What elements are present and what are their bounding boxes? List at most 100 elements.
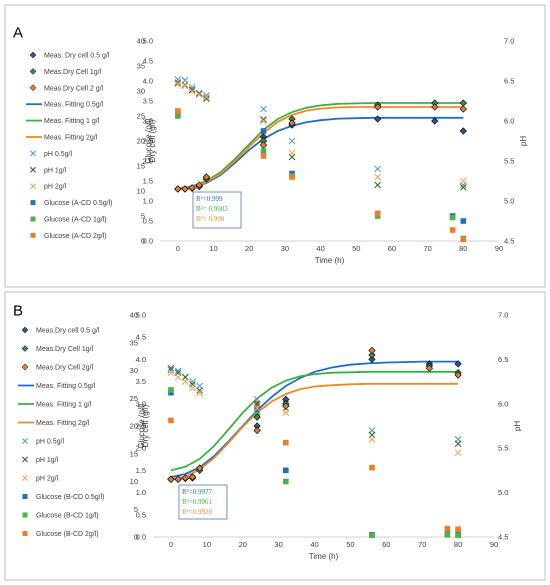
panel-a-legend-item-ph-2g-l-marker <box>30 183 36 190</box>
panel-b-legend-item-glucose-b-cd-0-5g-l-marker <box>22 494 28 499</box>
panel-b-legend-item-ph-2g-l: pH 2g/l <box>22 475 59 483</box>
panel-b-glucose-b-cd-2g-l-point-0 <box>168 417 174 424</box>
panel-b-glucose-b-cd-1g-l-point-0 <box>168 387 174 393</box>
panel-a-r2-frame <box>192 191 242 229</box>
panel-b-drycell-tick-1-5: 1.5 <box>136 466 146 475</box>
panel-a-x-tick-50: 50 <box>352 244 360 253</box>
panel-b-legend-item-meas-dry-cell-0-5-g-l-label: Meas.Dry cell 0.5 g/l <box>36 328 100 335</box>
panel-a-legend-item-meas-fitting-0-5g-l: Meas. Fitting 0.5g/l <box>26 102 104 109</box>
panel-b-meas-dry-cell-2g-l-point-9 <box>454 371 462 379</box>
panel-a-legend-item-meas-dry-cell-1g-l-label: Meas.Dry Cell 1g/l <box>44 69 102 76</box>
panel-a-ph-2g-l-point-0 <box>174 80 182 88</box>
panel-b-r2-box: R²=0.9977 R²=0.9961 R²=0.9928 <box>178 484 228 520</box>
panel-b-x-tick-40: 40 <box>310 540 318 549</box>
panel-a-meas-fitting-1-g-l-line <box>177 102 464 190</box>
panel-b-drycell-tick-1-0: 1.0 <box>136 488 146 497</box>
panel-a-legend-item-glucose-a-cd-1g-l-label: Glucose (A-CD 1g/l) <box>44 217 107 224</box>
panel-a-glucose-a-cd-0-5g-l-point-5 <box>460 218 467 224</box>
panel-b-legend-item-meas-fitting-2g-l-label: Meas. Fitting 2g/l <box>36 420 90 427</box>
panel-b-glucose-tick-30: 30 <box>130 366 138 375</box>
panel-a-drycell-tick-4-5: 4.5 <box>143 57 153 66</box>
panel-b-legend-item-glucose-b-cd-2g-l-marker <box>22 531 28 536</box>
panel-b-legend-item-meas-dry-cell-2g-l: Meas.Dry Cell 2g/l <box>21 363 94 372</box>
panel-a-ph-1g-l-point-3 <box>195 90 203 98</box>
panel-b-glucose-tick-5: 5 <box>134 505 138 514</box>
panel-a-glucose-tick-25: 25 <box>137 112 145 121</box>
panel-a-ph-0-5g-l-point-1 <box>181 76 189 84</box>
panel-b-ph-tick-5-5: 5.5 <box>498 444 508 453</box>
panel-a-ph-1g-l-point-2 <box>188 86 196 94</box>
panel-b-glucose-b-cd-1g-l-point-4 <box>444 531 451 538</box>
panel-a-legend-item-glucose-a-cd-1g-l-marker <box>30 216 36 222</box>
panel-b-x-tick-80: 80 <box>454 540 462 549</box>
panel-b-drycell-tick-4-5: 4.5 <box>136 333 146 342</box>
panel-b-r2-frame <box>178 484 228 520</box>
panel-a-legend-item-meas-fitting-2g-l: Meas. Fitting 2g/l <box>26 135 98 142</box>
panel-a-x-tick-0: 0 <box>176 244 180 253</box>
panel-b-legend-item-glucose-b-cd-1g-l: Glucose (B-CD 1g/l) <box>22 512 99 520</box>
panel-a-ph-0-5g-l-point-4 <box>203 92 210 99</box>
panel-b-ph-2g-l-series <box>167 369 462 457</box>
panel-b: B 0 10 20 30 40 50 60 70 80 90 Time (h) 0 5 10 15 20 25 30… <box>4 291 546 581</box>
panel-a-legend-item-meas-fitting-1-g-l-label: Meas. Fitting 1 g/l <box>44 118 100 125</box>
panel-b-ph-tick-6-5: 6.5 <box>498 355 508 364</box>
panel-a-ph-tick-6-5: 6.5 <box>504 77 514 86</box>
panel-b-glucose-b-cd-2g-l-point-3 <box>369 464 375 471</box>
panel-b-glucose-b-cd-2g-l-point-5 <box>455 526 461 533</box>
panel-a-legend-item-glucose-a-cd-2g-l-marker <box>30 232 36 238</box>
panel-b-ph-2g-l-point-3 <box>189 384 196 392</box>
panel-a-legend-item-ph-0-5g-l-label: pH 0.5g/l <box>44 151 72 158</box>
panel-a-glucose-tick-10: 10 <box>137 187 145 196</box>
panel-b-meas-fitting-2g-l-line <box>170 382 459 481</box>
panel-a-ph-1g-l-point-5 <box>260 116 267 123</box>
panel-a-legend-item-glucose-a-cd-0-5g-l-label: Glucose (A-CD 0.5g/l) <box>44 200 112 207</box>
panel-b-legend-item-meas-dry-cell-1g-l: Meas.Dry Cell 1g/l <box>21 345 94 353</box>
panel-a-ph-2g-l-point-2 <box>188 88 196 95</box>
panel-b-meas-dry-cell-2g-l-point-0 <box>167 475 175 483</box>
panel-b-legend-item-glucose-b-cd-0-5g-l-label: Glucose (B-CD 0.5g/l) <box>36 494 104 501</box>
panel-b-legend-item-ph-2g-l-marker <box>22 475 28 481</box>
panel-a-legend-item-ph-0-5g-l-marker <box>30 150 36 157</box>
panel-a-glucose-a-cd-2g-l-point-5 <box>460 236 467 243</box>
panel-b-legend-item-glucose-b-cd-1g-l-marker <box>22 512 28 518</box>
panel-a-legend-item-meas-dry-cell-2-g-l-label: Meas.Dry Cell 2 g/l <box>44 85 104 92</box>
panel-a-drycell-axis-title: Dry cell (g/l) <box>148 119 157 162</box>
panel-b-legend-item-meas-fitting-0-5g-l: Meas. Fitting 0.5g/l <box>18 383 96 390</box>
panel-b-meas-dry-cell-2g-l-series <box>167 346 462 483</box>
panel-a-letter: A <box>13 24 23 41</box>
panel-a-meas-dry-cell-2-g-l-series <box>174 103 467 193</box>
panel-b-x-axis-title: Time (h) <box>309 552 339 561</box>
panel-a-drycell-tick-3-0: 3.0 <box>143 117 153 126</box>
panel-b-legend-item-meas-dry-cell-1g-l-label: Meas.Dry Cell 1g/l <box>36 346 94 353</box>
panel-a-drycell-tick-2-0: 2.0 <box>143 157 153 166</box>
panel-a-ph-axis-title: pH <box>519 136 528 146</box>
panel-a-glucose-tick-35: 35 <box>137 62 145 71</box>
panel-b-ph-tick-4-5: 4.5 <box>498 533 508 542</box>
panel-a-legend-item-meas-dry-cell-0-5-g-l-label: Meas. Dry cell 0.5 g/l <box>44 53 110 60</box>
panel-b-meas-dry-cell-2g-l-point-8 <box>425 364 434 372</box>
panel-b-legend-item-meas-dry-cell-2g-l-marker <box>21 363 29 371</box>
panel-a-legend-item-glucose-a-cd-1g-l: Glucose (A-CD 1g/l) <box>30 216 107 224</box>
panel-a-ph-1g-l-point-4 <box>203 95 210 102</box>
panel-b-glucose-b-cd-1g-l-point-3 <box>369 532 375 539</box>
panel-a-drycell-tick-2-5: 2.5 <box>143 137 153 146</box>
panel-b-ph-2g-l-point-4 <box>196 389 204 397</box>
panel-a-meas-fitting-0-5g-l-line <box>177 116 464 190</box>
panel-a-glucose-tick-15: 15 <box>137 162 145 171</box>
panel-a-meas-fitting-1-g-l-series <box>177 102 464 190</box>
panel-b-glucose-tick-25: 25 <box>130 394 138 403</box>
panel-a-legend-item-glucose-a-cd-2g-l: Glucose (A-CD 2g/l) <box>30 232 107 240</box>
panel-a-ph-tick-6-0: 6.0 <box>504 117 514 126</box>
panel-a-meas-dry-cell-0-5-g-l-point-8 <box>431 117 439 125</box>
panel-b-legend-item-ph-0-5g-l-marker <box>22 438 28 444</box>
panel-b-glucose-tick-20: 20 <box>130 422 138 431</box>
panel-b-meas-dry-cell-2g-l-point-4 <box>196 464 204 472</box>
panel-b-legend-item-ph-1g-l-label: pH 1g/l <box>36 457 59 464</box>
panel-b-meas-dry-cell-2g-l-point-3 <box>188 473 197 481</box>
panel-a-ph-0-5g-l-point-6 <box>288 137 296 145</box>
panel-a-ph-tick-5-0: 5.0 <box>504 197 514 206</box>
panel-b-legend-item-glucose-b-cd-2g-l-label: Glucose (B-CD 2g/l) <box>36 531 99 538</box>
panel-b-ph-2g-l-point-0 <box>167 369 175 377</box>
panel-a-ph-1g-l-point-7 <box>374 181 382 189</box>
panel-b-glucose-tick-15: 15 <box>130 449 138 458</box>
